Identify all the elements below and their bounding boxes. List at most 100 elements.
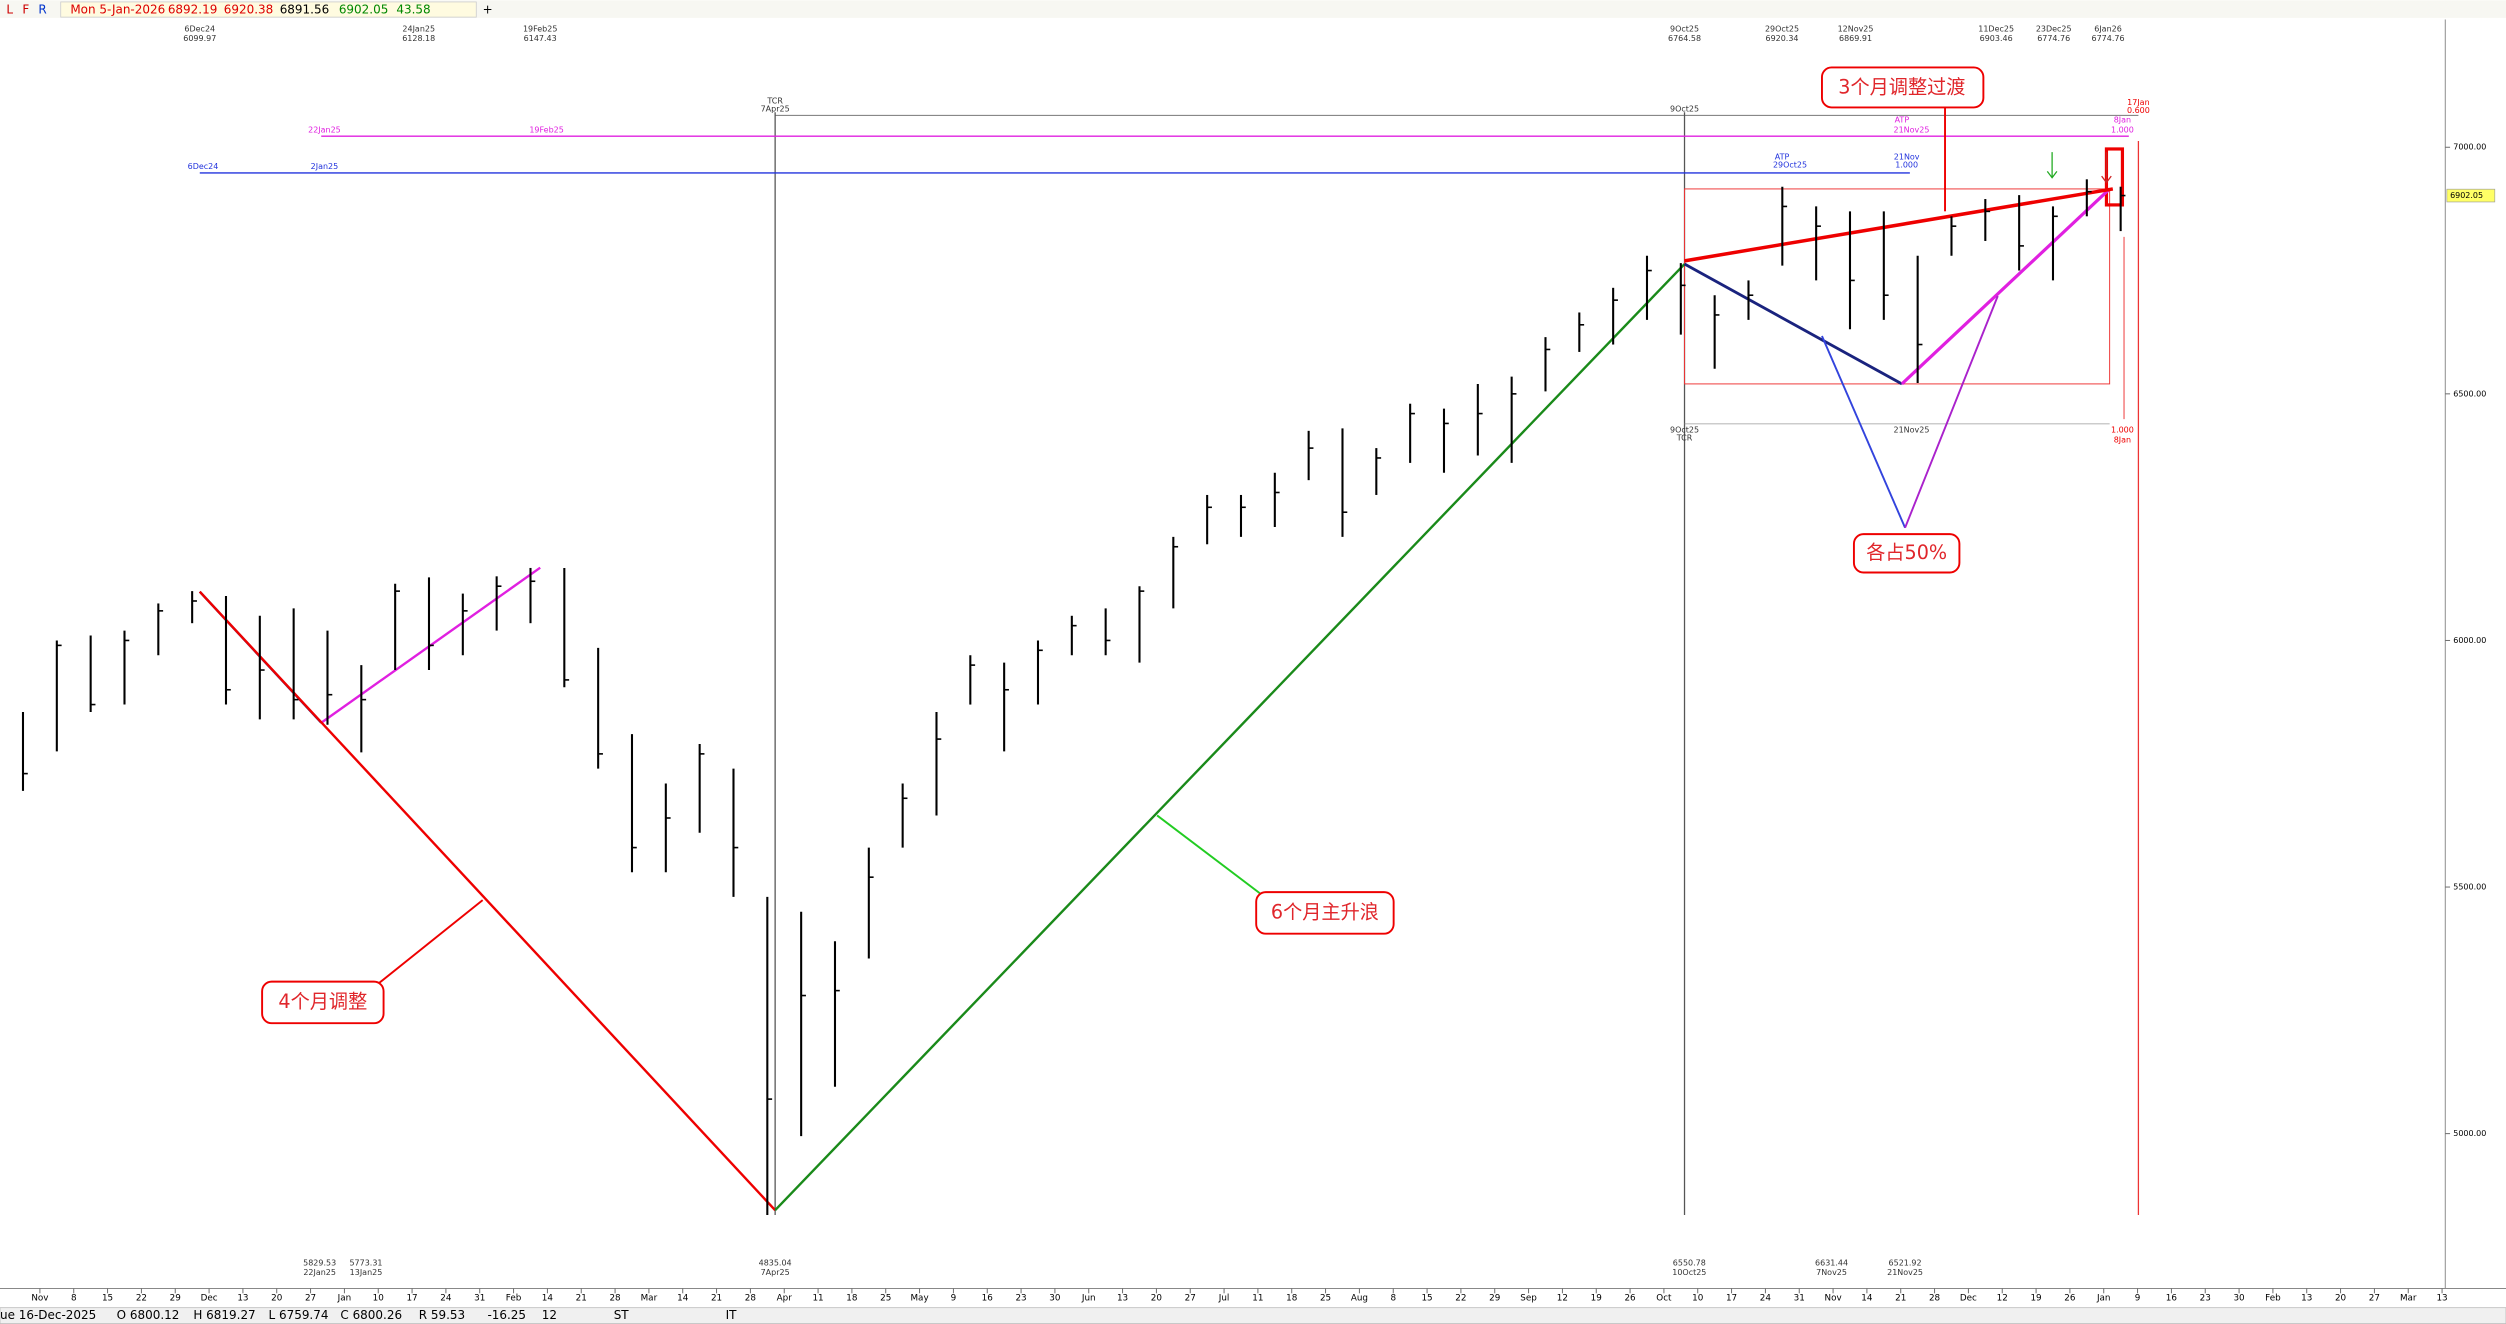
footer-it: IT xyxy=(726,1308,738,1322)
x-tick-label: 14 xyxy=(542,1294,554,1304)
x-tick-label: 27 xyxy=(305,1294,316,1304)
x-tick-label: 31 xyxy=(1794,1294,1805,1304)
line-label: 17Jan xyxy=(2127,98,2149,107)
callout: 4个月调整 xyxy=(278,990,367,1013)
pivot-date: 10Oct25 xyxy=(1672,1268,1706,1277)
x-tick-label: 27 xyxy=(1185,1294,1196,1304)
x-tick-label: 12 xyxy=(1557,1294,1568,1304)
trend-line xyxy=(1684,187,2114,263)
icon[interactable]: F xyxy=(22,2,29,16)
x-tick-label: 31 xyxy=(474,1294,485,1304)
x-tick-label: 28 xyxy=(745,1294,756,1304)
line-label: 21Nov25 xyxy=(1894,426,1930,435)
line-label: 2Jan25 xyxy=(311,162,339,171)
footer-close: C 6800.26 xyxy=(340,1308,402,1322)
x-tick-label: 29 xyxy=(170,1294,181,1304)
pivot-value: 6774.76 xyxy=(2037,34,2070,43)
trend-line xyxy=(1683,262,1903,386)
line-label: 19Feb25 xyxy=(529,125,563,134)
x-tick-label: Nov xyxy=(1825,1294,1842,1304)
pivot-value: 6631.44 xyxy=(1815,1258,1848,1267)
x-tick-label: Nov xyxy=(31,1294,48,1304)
line-label: 21Nov xyxy=(1894,152,1920,161)
callout: 6个月主升浪 xyxy=(1271,900,1379,923)
x-tick-label: 23 xyxy=(1015,1294,1026,1304)
last-price-tag xyxy=(2446,188,2496,203)
range-box xyxy=(1684,188,2111,385)
line-label: 1.000 xyxy=(1895,160,1918,169)
pivot-value: 6550.78 xyxy=(1673,1258,1706,1267)
x-tick-label: 30 xyxy=(1049,1294,1060,1304)
x-tick-label: 30 xyxy=(2233,1294,2244,1304)
x-tick-label: 13 xyxy=(2436,1294,2447,1304)
pivot-date: 21Nov25 xyxy=(1887,1268,1923,1277)
x-tick-label: Mar xyxy=(2400,1294,2417,1304)
x-tick-label: 27 xyxy=(2369,1294,2380,1304)
line-label: TCR xyxy=(766,97,783,106)
x-tick-label: Dec xyxy=(1960,1294,1977,1304)
icon[interactable]: R xyxy=(38,2,46,16)
x-tick-label: 20 xyxy=(2335,1294,2346,1304)
y-tick-label: 6500.00 xyxy=(2453,389,2486,398)
callout-leader xyxy=(1821,335,1906,529)
x-tick-label: 19 xyxy=(2030,1294,2041,1304)
line-label: 6Dec24 xyxy=(188,162,219,171)
x-tick-label: 12 xyxy=(1997,1294,2008,1304)
x-tick-label: 20 xyxy=(271,1294,282,1304)
x-tick-label: Oct xyxy=(1656,1294,1672,1304)
pivot-value: 4835.04 xyxy=(759,1258,792,1267)
footer: ue 16-Dec-2025 O 6800.12 H 6819.27 L 675… xyxy=(0,1307,2506,1324)
pivot-date: 6Dec24 xyxy=(184,25,215,34)
pivot-value: 5773.31 xyxy=(349,1258,382,1267)
trend-line xyxy=(774,263,1686,1212)
pivot-value: 6099.97 xyxy=(183,34,216,43)
footer-date: ue 16-Dec-2025 xyxy=(0,1308,96,1322)
callout-leader xyxy=(1904,295,1999,529)
x-tick-label: 21 xyxy=(711,1294,722,1304)
arrow xyxy=(2046,152,2058,179)
x-tick-label: 8 xyxy=(1390,1294,1396,1304)
pivot-value: 6764.58 xyxy=(1668,34,1701,43)
x-tick-label: 22 xyxy=(1455,1294,1466,1304)
footer-count: 12 xyxy=(542,1308,557,1322)
callout-leader xyxy=(378,899,484,984)
x-tick-label: Aug xyxy=(1351,1294,1368,1304)
x-tick-label: 14 xyxy=(677,1294,689,1304)
pivot-date: 11Dec25 xyxy=(1978,25,2014,34)
x-tick-label: 11 xyxy=(812,1294,823,1304)
x-tick-label: 18 xyxy=(1286,1294,1297,1304)
x-tick-label: 8 xyxy=(71,1294,77,1304)
x-tick-label: 25 xyxy=(880,1294,891,1304)
quote-close: 6902.05 xyxy=(339,2,388,16)
x-tick-label: 29 xyxy=(1489,1294,1500,1304)
x-tick-label: 10 xyxy=(1692,1294,1703,1304)
x-tick-label: 9 xyxy=(2135,1294,2141,1304)
x-tick-label: Jan xyxy=(337,1294,352,1304)
pivot-date: 23Dec25 xyxy=(2036,25,2072,34)
y-tick-label: 6000.00 xyxy=(2453,636,2486,645)
pivot-value: 5829.53 xyxy=(303,1258,336,1267)
x-tick-label: Dec xyxy=(201,1294,218,1304)
pivot-value: 6903.46 xyxy=(1980,34,2013,43)
x-tick-label: May xyxy=(910,1294,928,1304)
header: L F R Mon 5-Jan-2026 6892.19 6920.38 689… xyxy=(0,0,2506,18)
pivot-date: 24Jan25 xyxy=(402,25,435,34)
x-tick-label: 21 xyxy=(1895,1294,1906,1304)
icon[interactable]: L xyxy=(6,2,13,16)
add-button[interactable]: + xyxy=(483,2,493,16)
pivot-value: 6869.91 xyxy=(1839,34,1872,43)
arrow xyxy=(2101,152,2112,184)
x-tick-label: 20 xyxy=(1151,1294,1162,1304)
callout-box xyxy=(1255,891,1395,935)
footer-change: -16.25 xyxy=(487,1308,526,1322)
x-tick-label: 23 xyxy=(2200,1294,2211,1304)
x-tick-label: 18 xyxy=(846,1294,857,1304)
line-label: 1.000 xyxy=(2111,125,2134,134)
x-tick-label: 22 xyxy=(136,1294,147,1304)
line-label: TCR xyxy=(1676,434,1693,443)
